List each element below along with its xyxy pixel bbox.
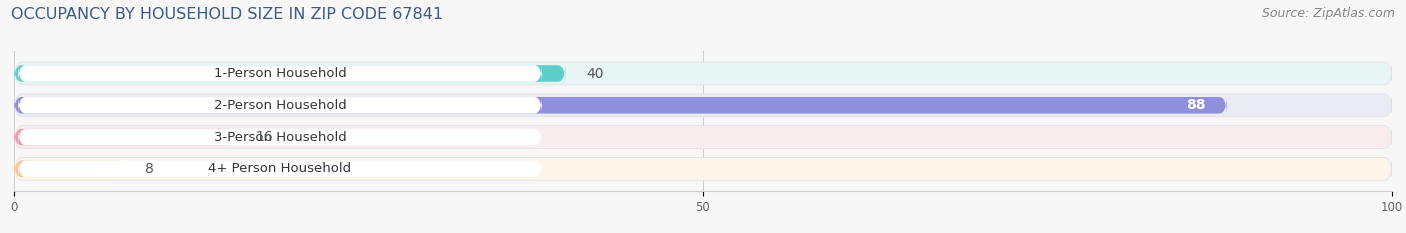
FancyBboxPatch shape [18,128,541,146]
Text: OCCUPANCY BY HOUSEHOLD SIZE IN ZIP CODE 67841: OCCUPANCY BY HOUSEHOLD SIZE IN ZIP CODE … [11,7,443,22]
FancyBboxPatch shape [14,128,235,146]
Text: 8: 8 [145,162,153,176]
Text: 3-Person Household: 3-Person Household [214,130,346,144]
Text: 4+ Person Household: 4+ Person Household [208,162,352,175]
FancyBboxPatch shape [14,160,124,178]
FancyBboxPatch shape [14,126,1392,148]
FancyBboxPatch shape [18,64,541,83]
FancyBboxPatch shape [18,96,541,114]
Text: 2-Person Household: 2-Person Household [214,99,346,112]
Text: 40: 40 [586,66,603,80]
FancyBboxPatch shape [14,94,1392,117]
FancyBboxPatch shape [14,62,1392,85]
FancyBboxPatch shape [14,157,1392,180]
Text: 1-Person Household: 1-Person Household [214,67,346,80]
FancyBboxPatch shape [14,64,565,83]
FancyBboxPatch shape [14,96,1226,114]
Text: 16: 16 [256,130,273,144]
Text: 88: 88 [1187,98,1206,112]
FancyBboxPatch shape [18,160,541,178]
Text: Source: ZipAtlas.com: Source: ZipAtlas.com [1261,7,1395,20]
